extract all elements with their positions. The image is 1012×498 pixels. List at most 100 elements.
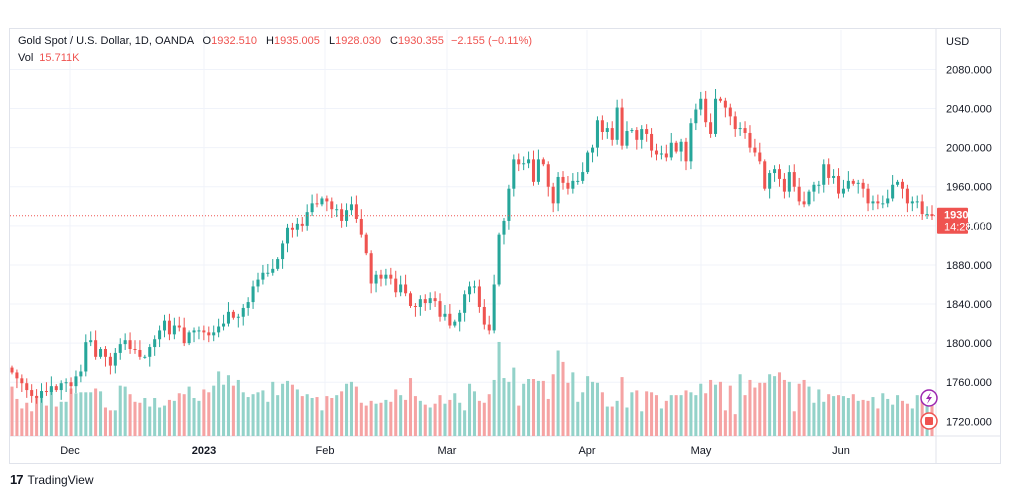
earnings-glyph [925, 417, 933, 425]
volume-bar [468, 383, 472, 436]
candle-body [113, 352, 117, 366]
volume-bar [522, 383, 526, 436]
volume-bar [743, 395, 747, 436]
candle-body [841, 188, 845, 194]
volume-bar [118, 385, 122, 436]
volume-bar [650, 392, 654, 436]
candle-body [679, 141, 683, 152]
volume-bar [620, 377, 624, 436]
low-key: L [328, 35, 336, 47]
volume-bar [423, 404, 427, 436]
volume-bar [536, 380, 540, 436]
candle-body [162, 320, 167, 331]
candle-body [556, 176, 560, 204]
volume-bar [285, 380, 290, 436]
candle-body [531, 159, 536, 182]
volume-bar [413, 396, 417, 436]
volume-bar [212, 385, 216, 436]
candle-body [295, 223, 299, 230]
candle-body [330, 201, 334, 210]
candle-body [167, 320, 171, 335]
candle-body [118, 344, 122, 353]
volume-bar [295, 389, 299, 436]
candle-body [492, 284, 496, 331]
candle-body [202, 330, 206, 333]
candle-body [349, 204, 353, 211]
candle-body [266, 272, 270, 274]
volume-bar [418, 400, 422, 436]
change-value: −2.155 (−0.11%) [450, 35, 533, 47]
candle-body [197, 330, 201, 332]
volume-bar [133, 401, 137, 436]
x-tick-label: Apr [578, 445, 595, 457]
volume-bar [59, 401, 63, 436]
volume-bar [861, 399, 865, 436]
x-tick-label: Feb [316, 445, 335, 457]
volume-bar [546, 398, 550, 436]
volume-bar [640, 411, 644, 436]
symbol-title[interactable]: Gold Spot / U.S. Dollar, 1D, OANDA [18, 35, 194, 47]
candle-body [320, 198, 324, 205]
volume-bar [177, 393, 181, 436]
candle-body [458, 312, 462, 322]
candle-body [192, 330, 196, 333]
volume-bar [832, 396, 836, 436]
volume-bar [591, 381, 595, 436]
candle-body [723, 100, 727, 108]
volume-bar [340, 391, 344, 436]
volume-key[interactable]: Vol [18, 52, 34, 64]
volume-bar [399, 395, 403, 436]
candle-body [172, 325, 176, 335]
brand-name: TradingView [27, 472, 94, 487]
y-tick-label: 1960.000 [946, 182, 992, 194]
volume-bar [654, 395, 659, 436]
volume-bar [718, 381, 722, 436]
x-tick-label: Mar [438, 445, 457, 457]
volume-bar [556, 350, 560, 436]
volume-bar [472, 391, 476, 436]
volume-bar [10, 386, 14, 436]
volume-bar [148, 406, 152, 436]
currency-label[interactable]: USD [946, 36, 969, 48]
volume-bar [79, 392, 83, 436]
candle-body [364, 234, 368, 254]
candle-body [541, 159, 545, 165]
volume-bar [748, 379, 752, 436]
candle-body [728, 107, 732, 117]
volume-bar [197, 400, 201, 436]
candle-body [782, 178, 786, 192]
candle-body [600, 120, 604, 132]
candle-body [669, 142, 673, 158]
volume-bar [123, 386, 127, 436]
volume-bar [723, 410, 727, 436]
candle-body [694, 109, 698, 124]
candle-body [404, 284, 408, 294]
volume-bar [246, 397, 250, 436]
candle-body [851, 180, 855, 184]
candle-body [876, 201, 880, 204]
candle-body [807, 191, 811, 205]
volume-bar [364, 405, 368, 436]
candle-body [581, 172, 585, 181]
volume-bar [566, 382, 570, 436]
volume-bar [433, 403, 437, 436]
candle-body [822, 164, 826, 185]
volume-bar [792, 411, 796, 436]
candle-body [502, 220, 506, 235]
candle-body [413, 305, 417, 307]
last-price-tag[interactable] [937, 207, 968, 234]
volume-bar [443, 403, 447, 436]
candle-body [418, 299, 422, 307]
volume-bar [507, 381, 511, 436]
candle-body [226, 311, 230, 324]
candle-body [512, 159, 516, 189]
volume-bar [404, 399, 408, 436]
candle-body [482, 306, 486, 325]
candle-body [866, 188, 870, 204]
volume-bar [20, 408, 24, 436]
volume-bar [758, 382, 762, 436]
volume-bar [84, 392, 88, 436]
footer-branding[interactable]: 17 TradingView [10, 472, 94, 487]
candle-body [241, 307, 245, 317]
